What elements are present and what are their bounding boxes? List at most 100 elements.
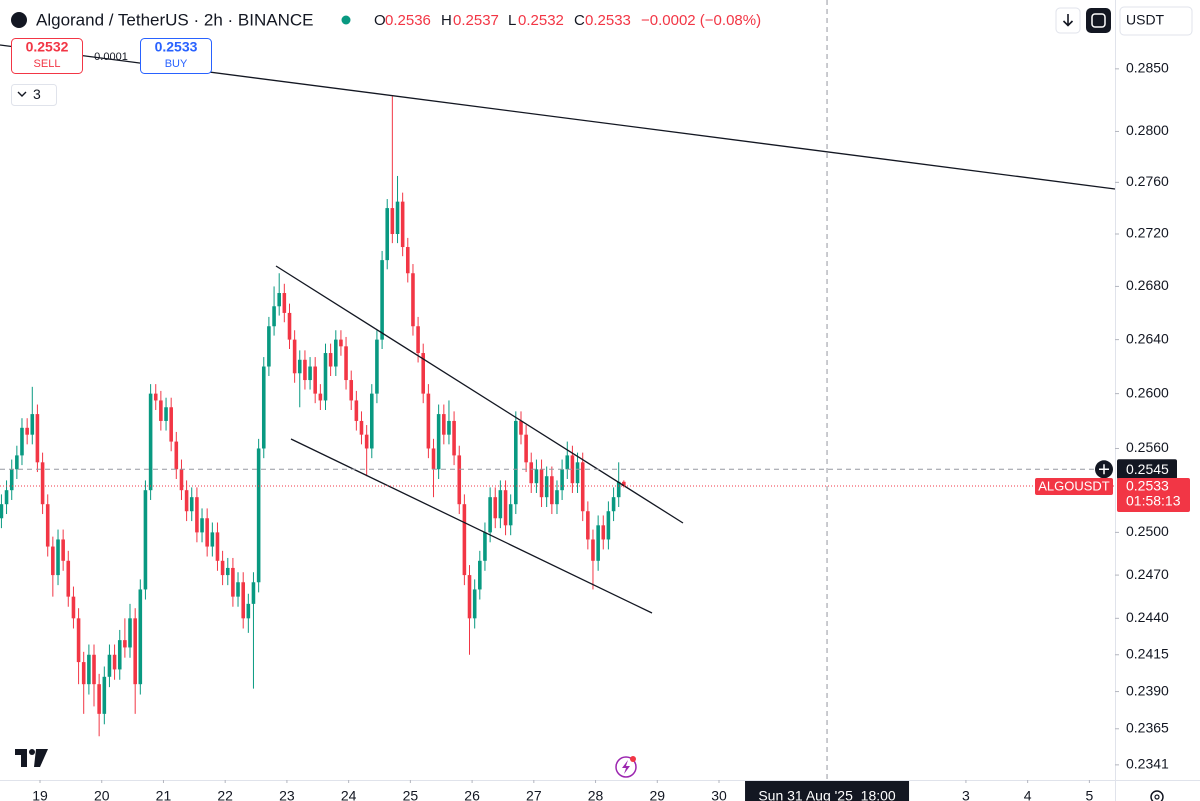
candle-body xyxy=(117,640,122,670)
price-change: −0.0002 (−0.08%) xyxy=(641,12,761,29)
candle-body xyxy=(544,476,549,498)
candle-body xyxy=(375,339,379,394)
candle-body xyxy=(102,676,107,714)
overlay xyxy=(0,0,1115,780)
candle-body xyxy=(534,469,539,484)
candle-body xyxy=(405,247,410,274)
x-tick-label: 26 xyxy=(464,788,480,801)
candle-body xyxy=(15,455,19,470)
y-tick-label: 0.2440 xyxy=(1126,609,1169,625)
candle-body xyxy=(575,462,580,484)
candle-body xyxy=(210,532,215,547)
sell-label[interactable]: SELL xyxy=(34,58,61,70)
x-tick-label: 21 xyxy=(156,788,172,801)
y-tick-label: 0.2600 xyxy=(1126,384,1169,400)
candle-body xyxy=(45,504,50,547)
candle-body xyxy=(483,532,487,561)
candle-body xyxy=(9,469,14,491)
y-tick-label: 0.2760 xyxy=(1126,173,1169,189)
trend-line[interactable] xyxy=(275,265,684,524)
candle-body xyxy=(524,434,528,463)
candle-body xyxy=(195,497,199,533)
indicators-toggle[interactable]: 3 xyxy=(11,84,57,106)
candle-body xyxy=(447,420,451,435)
candle-body xyxy=(354,400,359,421)
y-tick-label: 0.2365 xyxy=(1126,719,1169,735)
y-tick-label: 0.2500 xyxy=(1126,523,1169,539)
candle-body xyxy=(297,359,302,374)
candle-body xyxy=(231,567,235,597)
candle-body xyxy=(4,490,9,505)
y-tick-label: 0.2560 xyxy=(1126,439,1169,455)
candle-body xyxy=(112,654,117,670)
candle-body xyxy=(539,469,544,498)
candle-body xyxy=(92,654,96,685)
candle-body xyxy=(467,575,472,619)
candle-body xyxy=(51,546,55,576)
sell-button[interactable]: 0.2532 SELL xyxy=(11,38,83,74)
candle-body xyxy=(123,640,127,648)
x-tick-label: 27 xyxy=(526,788,542,801)
candle-body xyxy=(25,427,29,435)
candle-body xyxy=(328,353,333,367)
x-tick-label: 20 xyxy=(94,788,110,801)
candle-body xyxy=(107,654,112,677)
currency-button[interactable]: USDT xyxy=(1119,6,1193,36)
x-tick-label: 29 xyxy=(649,788,665,801)
candle-body xyxy=(385,208,390,261)
download-button[interactable] xyxy=(1055,7,1081,34)
settings-icon[interactable] xyxy=(1150,790,1164,801)
symbol-title[interactable]: Algorand / TetherUS · 2h · BINANCE xyxy=(36,10,313,29)
x-tick-label: 25 xyxy=(403,788,419,801)
candle-body xyxy=(508,504,513,526)
candle-body xyxy=(256,448,261,583)
tv-logo xyxy=(15,749,48,767)
candle-body xyxy=(35,414,40,463)
lightning-icon[interactable] xyxy=(615,756,637,778)
candle-body xyxy=(56,539,60,576)
candle-body xyxy=(560,469,564,491)
candle-body xyxy=(128,618,132,648)
indicators-count[interactable]: 3 xyxy=(33,86,41,102)
ohlc-label: O xyxy=(374,12,386,29)
candle-body xyxy=(215,532,220,561)
candle-body xyxy=(550,476,554,505)
last-price-label: 0.2533 xyxy=(1126,478,1169,494)
candle-body xyxy=(606,511,611,540)
y-tick-label: 0.2390 xyxy=(1126,682,1169,698)
y-tick-label: 0.2680 xyxy=(1126,277,1169,293)
candle-body xyxy=(596,525,600,561)
trend-line[interactable] xyxy=(290,438,653,614)
add-alert-button[interactable] xyxy=(1095,460,1113,479)
currency-label[interactable]: USDT xyxy=(1126,12,1165,28)
candle-body xyxy=(0,504,4,519)
fullscreen-button[interactable] xyxy=(1086,8,1111,33)
candle-body xyxy=(601,525,606,540)
candle-body xyxy=(334,339,338,367)
sell-price[interactable]: 0.2532 xyxy=(26,39,69,55)
ohlc-label: C xyxy=(574,12,585,29)
ohlc-value: 0.2532 xyxy=(518,12,564,29)
candle-body xyxy=(81,662,86,685)
buy-label[interactable]: BUY xyxy=(165,58,188,70)
candle-body xyxy=(303,359,307,381)
candle-body xyxy=(339,339,343,347)
candle-body xyxy=(472,589,477,619)
candle-body xyxy=(205,518,209,547)
candle-body xyxy=(400,201,405,248)
y-tick-label: 0.2800 xyxy=(1126,122,1169,138)
buy-button[interactable]: 0.2533 BUY xyxy=(140,38,212,74)
candle-body xyxy=(555,490,559,505)
candle-body xyxy=(189,497,194,512)
buy-price[interactable]: 0.2533 xyxy=(155,39,198,55)
y-tick-label: 0.2415 xyxy=(1126,645,1169,661)
symbol-logo xyxy=(11,12,27,28)
x-tick-label: 19 xyxy=(32,788,48,801)
candle-body xyxy=(390,208,395,235)
candle-body xyxy=(369,393,374,449)
candle-body xyxy=(313,366,317,394)
symbol-tag xyxy=(1035,477,1113,495)
candle-body xyxy=(308,366,312,381)
candle-body xyxy=(498,490,503,519)
x-tick-label: 5 xyxy=(1085,788,1093,801)
